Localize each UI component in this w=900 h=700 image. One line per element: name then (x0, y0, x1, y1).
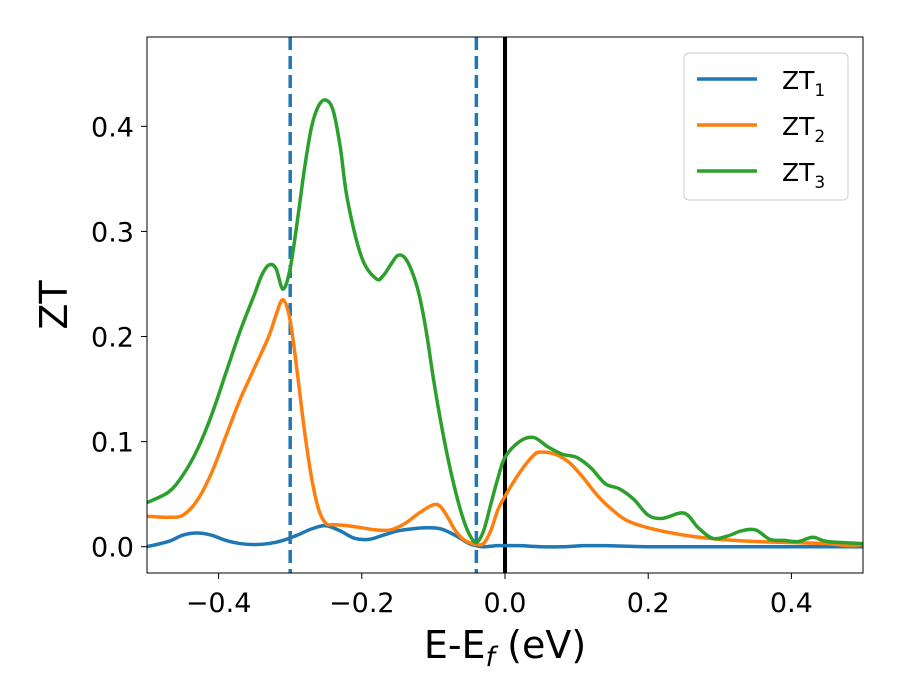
legend-label-zt2: ZT2 (782, 112, 825, 147)
series-line-zt1 (147, 523, 863, 549)
y-tick-label: 0.2 (91, 323, 134, 354)
legend-label-zt1: ZT1 (782, 66, 825, 101)
y-tick-label: 0.4 (91, 112, 134, 143)
series-group (147, 98, 863, 549)
legend: ZT1 ZT2 ZT3 (683, 52, 849, 201)
legend-box (683, 52, 849, 201)
y-tick-label: 0.1 (91, 428, 134, 459)
x-tick-label: −0.4 (186, 588, 252, 619)
x-tick-label: 0.0 (484, 588, 527, 619)
x-axis-label: E-Ef (eV) (424, 623, 586, 673)
series-line-zt3 (147, 98, 863, 546)
reference-lines (288, 37, 507, 573)
y-axis: 0.0 0.1 0.2 0.3 0.4 (91, 112, 147, 564)
x-tick-label: 0.4 (770, 588, 813, 619)
legend-label-zt3: ZT3 (782, 158, 825, 193)
y-tick-label: 0.0 (91, 533, 134, 564)
y-tick-label: 0.3 (91, 217, 134, 248)
series-line-zt2 (147, 298, 863, 548)
x-axis: −0.4 −0.2 0.0 0.2 0.4 (186, 573, 813, 619)
x-tick-label: 0.2 (627, 588, 670, 619)
x-tick-label: −0.2 (329, 588, 395, 619)
y-axis-label: ZT (32, 280, 76, 330)
